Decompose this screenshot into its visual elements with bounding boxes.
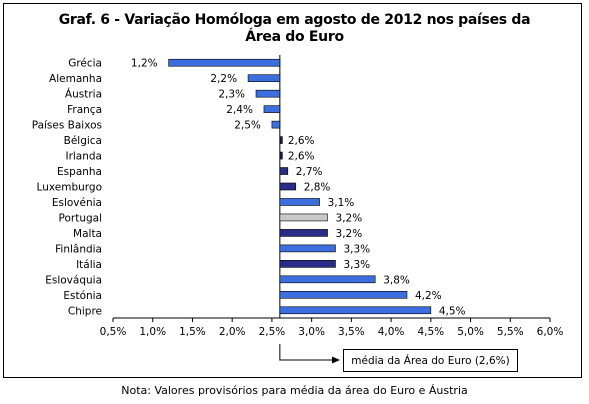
value-label: 2,2%	[210, 73, 237, 85]
value-label: 2,4%	[226, 104, 253, 116]
x-tick-label: 3,0%	[298, 326, 325, 338]
x-tick-label: 4,0%	[378, 326, 405, 338]
bar	[263, 105, 281, 113]
x-tick-label: 1,5%	[179, 326, 206, 338]
category-label: Estónia	[63, 290, 102, 302]
bar	[279, 213, 328, 222]
category-label: França	[67, 104, 102, 116]
bar	[279, 306, 432, 315]
value-label: 3,8%	[383, 274, 410, 286]
bar	[279, 244, 336, 253]
reference-pointer-arrowhead	[332, 356, 340, 364]
value-label: 3,3%	[343, 243, 370, 255]
bar	[279, 151, 283, 160]
category-label: Chipre	[68, 305, 102, 317]
bar	[255, 89, 281, 98]
reference-label-box: média da Área do Euro (2,6%)	[343, 349, 518, 372]
bar	[279, 136, 283, 144]
x-tick-label: 6,0%	[537, 326, 564, 338]
value-label: 2,3%	[218, 89, 245, 101]
category-label: Eslováquia	[45, 274, 102, 286]
category-label: Finlândia	[55, 243, 102, 255]
category-label: Eslovénia	[52, 197, 102, 209]
category-label: Alemanha	[49, 73, 102, 85]
x-tick-label: 2,5%	[259, 326, 286, 338]
x-tick-label: 2,0%	[219, 326, 246, 338]
x-tick-label: 3,5%	[338, 326, 365, 338]
category-label: Luxemburgo	[37, 182, 102, 194]
x-tick-label: 1,0%	[139, 326, 166, 338]
value-label: 4,2%	[415, 290, 442, 302]
category-label: Malta	[73, 228, 102, 240]
reference-pointer-line	[279, 344, 332, 361]
bar	[279, 290, 408, 299]
bar	[279, 198, 320, 206]
bar	[247, 74, 281, 83]
value-label: 3,3%	[343, 259, 370, 271]
footnote: Nota: Valores provisórios para média da …	[121, 384, 468, 397]
category-label: Itália	[76, 259, 102, 271]
x-tick-label: 0,5%	[100, 326, 127, 338]
category-label: Países Baixos	[32, 120, 102, 132]
category-label: Irlanda	[65, 151, 102, 163]
value-label: 3,1%	[328, 197, 355, 209]
chart-title-line-1: Graf. 6 - Variação Homóloga em agosto de…	[58, 12, 531, 28]
bar	[279, 260, 336, 268]
x-tick-label: 5,5%	[497, 326, 524, 338]
bar	[279, 229, 328, 237]
chart-title-line-2: Área do Euro	[245, 29, 344, 45]
bar	[271, 120, 281, 129]
chart-title: Graf. 6 - Variação Homóloga em agosto de…	[0, 12, 589, 46]
x-tick-label: 5,0%	[457, 326, 484, 338]
category-label: Bélgica	[64, 135, 102, 147]
chart-frame	[3, 3, 582, 378]
value-label: 2,8%	[304, 182, 331, 194]
bar	[279, 182, 297, 191]
category-label: Espanha	[57, 166, 102, 178]
value-label: 4,5%	[439, 305, 466, 317]
value-label: 3,2%	[336, 212, 363, 224]
value-label: 2,6%	[288, 135, 315, 147]
value-label: 1,2%	[131, 58, 158, 70]
value-label: 2,5%	[234, 120, 261, 132]
x-tick-label: 4,5%	[417, 326, 444, 338]
value-label: 2,6%	[288, 151, 315, 163]
bar	[168, 58, 281, 67]
category-label: Áustria	[65, 88, 102, 101]
value-label: 3,2%	[336, 228, 363, 240]
value-label: 2,7%	[296, 166, 323, 178]
category-label: Portugal	[59, 212, 103, 224]
category-label: Grécia	[68, 58, 102, 70]
bar	[279, 167, 289, 175]
bar	[279, 275, 376, 284]
